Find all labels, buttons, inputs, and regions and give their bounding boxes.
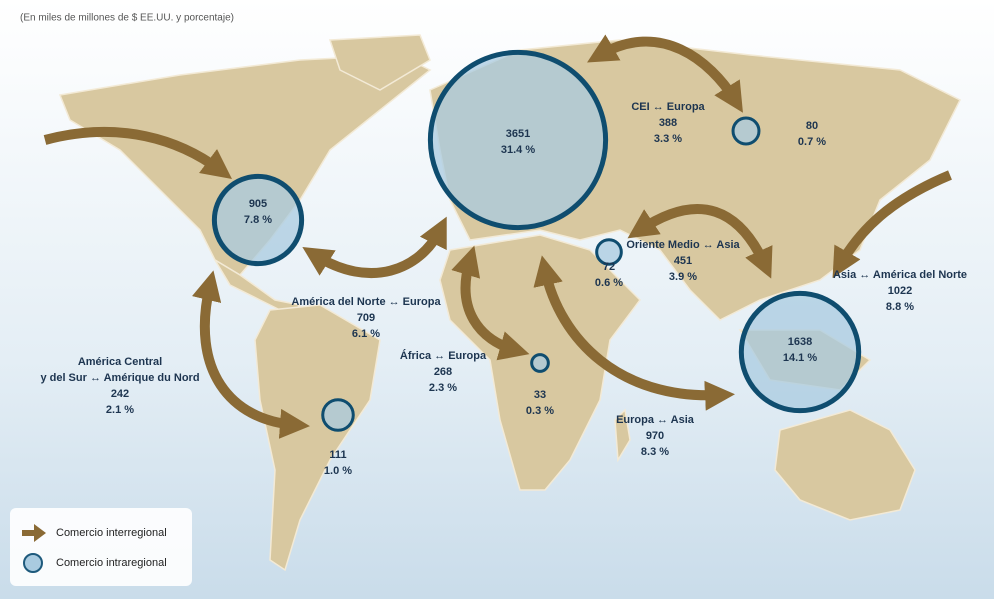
flow-value: 709 [357,312,375,324]
flow-share: 2.3 % [429,382,457,394]
intraregional-share: 1.0 % [324,465,352,477]
intraregional-share: 0.7 % [798,136,826,148]
intraregional-value: 72 [603,261,615,273]
legend-label: Comercio interregional [56,527,167,539]
flow-share: 6.1 % [352,328,380,340]
flow-label: Asia ↔ América del Norte [833,269,967,281]
intraregional-share: 7.8 % [244,214,272,226]
flow-share: 2.1 % [106,404,134,416]
flow-share: 3.3 % [654,133,682,145]
legend-circle [23,553,43,573]
intraregional-circle [731,116,761,146]
intraregional-value: 905 [249,198,267,210]
flow-arrows [43,34,952,439]
legend: Comercio interregional Comercio intrareg… [10,508,192,586]
flow-share: 8.8 % [886,301,914,313]
flow-label: Europa ↔ Asia [616,414,695,426]
flow-label: América Central [78,356,162,368]
flow-label: CEI ↔ Europa [631,101,705,113]
intraregional-share: 14.1 % [783,352,817,364]
intraregional-circle [211,173,305,267]
intraregional-value: 80 [806,120,818,132]
flow-share: 8.3 % [641,446,669,458]
intraregional-share: 0.6 % [595,277,623,289]
intraregional-value: 3651 [506,128,530,140]
flow-value: 970 [646,430,664,442]
flow-value: 451 [674,255,692,267]
intraregional-circle [321,398,355,432]
intraregional-share: 31.4 % [501,144,535,156]
legend-label: Comercio intraregional [56,557,167,569]
intraregional-share: 0.3 % [526,405,554,417]
flow-value: 388 [659,117,677,129]
subtitle: (En miles de millones de $ EE.UU. y porc… [20,13,234,24]
flow-share: 3.9 % [669,271,697,283]
flow-label: y del Sur ↔ Amérique du Nord [40,372,199,384]
flow-value: 268 [434,366,452,378]
flow-value: 242 [111,388,129,400]
legend-arrow [22,524,46,542]
intraregional-circle [595,238,623,266]
intraregional-circle [427,49,609,231]
flow-value: 1022 [888,285,912,297]
legend-box [10,508,192,586]
intraregional-circle [738,290,862,414]
intraregional-value: 33 [534,389,546,401]
flow-label: África ↔ Europa [400,349,487,362]
flow-label: América del Norte ↔ Europa [291,296,441,308]
intraregional-value: 111 [329,449,346,461]
intraregional-circle [530,353,550,373]
flow-label: Oriente Medio ↔ Asia [626,239,740,251]
intraregional-value: 1638 [788,336,812,348]
